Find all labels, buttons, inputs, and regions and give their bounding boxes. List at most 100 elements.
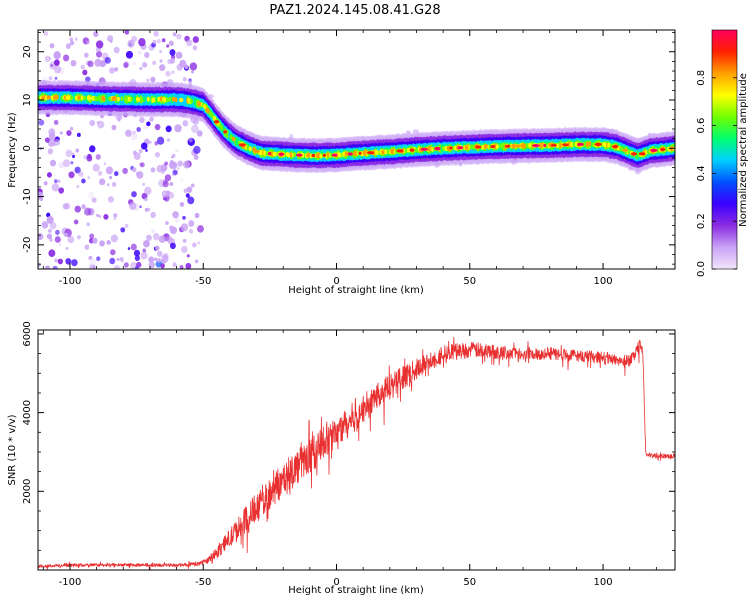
spectrogram-noise-cell (139, 116, 145, 123)
spectrogram-ridge-cell (289, 152, 293, 158)
spectrogram-ridge-cell (120, 96, 124, 102)
spectrogram-noise-cell (46, 172, 52, 178)
spectrogram-ridge-peak (254, 149, 260, 153)
spectrogram-noise-cell (52, 265, 58, 269)
spectrogram-ridge-cell (528, 142, 532, 148)
spectrogram-noise-cell (58, 242, 62, 247)
spectrogram-ridge-peak (490, 144, 496, 149)
spectrogram-noise-cell (139, 205, 142, 209)
spectrogram-noise-cell (87, 176, 91, 180)
spectrogram-ridge-peak (278, 152, 285, 156)
spectrogram-noise-cell (140, 142, 148, 150)
spectrogram-noise-cell (146, 121, 151, 127)
spectrogram-ridge-cell (219, 125, 224, 131)
spectrogram-noise-cell (131, 167, 137, 173)
spectrogram-noise-cell (122, 167, 128, 175)
spectrogram-noise-cell (107, 196, 114, 203)
spectrogram-noise-cell (140, 251, 148, 260)
spectrogram-noise-cell (62, 159, 71, 168)
spectrogram-ridge-peak (621, 148, 629, 152)
spectrogram-noise-cell (124, 223, 129, 229)
spectrogram-ridge-cell (116, 96, 120, 102)
spectrogram-noise-cell (133, 152, 141, 161)
spectrogram-noise-cell (49, 238, 53, 242)
spectrogram-noise-cell (97, 170, 103, 176)
spectrogram-ridge-peak (513, 144, 522, 148)
spectrogram-ridge-cell (203, 104, 207, 109)
spectrogram-noise-cell (43, 181, 48, 186)
spectrogram-noise-cell (169, 242, 176, 250)
spectrogram-noise-cell (174, 217, 180, 224)
spectrogram-noise-cell (87, 60, 94, 68)
spectrogram-noise-cell (144, 197, 148, 202)
spectrogram-ridge-peak (594, 142, 602, 146)
spectrogram-noise-cell (143, 240, 150, 248)
spectrogram-noise-cell (175, 51, 183, 59)
spectrogram-noise-cell (58, 187, 65, 194)
spectrogram-ridge-peak (475, 145, 482, 149)
snr-x-tick-label: 50 (463, 577, 476, 588)
spectrogram-noise-cell (77, 235, 81, 240)
spectrogram-noise-cell (175, 149, 179, 153)
spectrogram-noise-cell (86, 155, 93, 162)
snr-y-tick-label: 6000 (22, 321, 33, 346)
spectrogram-noise-cell (190, 183, 195, 188)
spectrogram-noise-cell (41, 221, 49, 229)
spectrogram-noise-cell (188, 137, 193, 143)
spectrogram-ridge-cell (627, 149, 631, 155)
spectrogram-noise-cell (80, 64, 86, 70)
spectrogram-noise-cell (139, 66, 143, 71)
spectrogram-noise-cell (109, 175, 113, 180)
spectrogram-ridge-peak (238, 143, 246, 147)
spectrogram-ridge-cell (130, 96, 134, 102)
spectrogram-ridge-cell (198, 101, 202, 107)
spectrogram-noise-cell (78, 171, 84, 177)
spectrogram-noise-cell (46, 216, 54, 224)
colorbar-tick-label: 0.6 (696, 118, 707, 134)
spectrogram-noise-cell (182, 238, 187, 243)
spectrogram-ridge-cell (60, 95, 64, 101)
spectrogram-noise-cell (154, 123, 161, 131)
spectrogram-noise-cell (180, 178, 184, 182)
spectrogram-noise-cell (86, 222, 90, 227)
spectrogram-noise-cell (76, 185, 80, 189)
spectrogram-ridge-peak (543, 143, 547, 148)
spectrogram-noise-cell (189, 62, 198, 71)
spectrogram-ridge-cell (139, 95, 143, 104)
spectrogram-noise-cell (131, 191, 137, 198)
spectrogram-ridge-cell (603, 142, 607, 148)
spectrogram-noise-cell (113, 217, 117, 221)
spectrogram-noise-cell (81, 178, 86, 184)
spectrogram-noise-cell (57, 179, 61, 183)
spectrogram-ridge-cell (609, 143, 613, 149)
spectrogram-noise-cell (92, 237, 98, 244)
spectrogram-noise-cell (71, 259, 78, 267)
spectrogram-ridge-cell (287, 152, 291, 158)
spectrogram-noise-cell (49, 221, 57, 230)
spectrogram-ridge-peak (396, 149, 404, 153)
spectrogram-noise-cell (65, 149, 73, 158)
spectrogram-noise-cell (185, 262, 192, 269)
spectrogram-noise-cell (134, 266, 139, 269)
spectrogram-noise-cell (65, 246, 69, 250)
spectrogram-noise-cell (127, 39, 135, 48)
spectrogram-noise-cell (172, 262, 177, 267)
spectrogram-noise-cell (83, 155, 88, 160)
colorbar-tick-label: 0.0 (696, 261, 707, 277)
spectrogram-ridge-cell (273, 151, 278, 157)
spectrogram-noise-cell (159, 59, 163, 63)
spectrogram-noise-cell (86, 40, 90, 45)
spectrogram-noise-cell (132, 61, 137, 66)
spectrogram-noise-cell (164, 161, 168, 166)
spectrogram-x-tick-label: -50 (195, 276, 211, 287)
spectrogram-ridge-peak (223, 130, 228, 134)
colorbar-tick-label: 0.2 (696, 213, 707, 229)
spectrogram-noise-cell (38, 234, 42, 241)
colorbar-frame (711, 29, 738, 270)
spectrogram-noise-cell (188, 80, 192, 85)
spectrogram-noise-cell (159, 64, 166, 72)
spectrogram-ridge-cell (499, 143, 503, 149)
spectrogram-ridge-cell (174, 97, 178, 102)
spectrogram-noise-cell (125, 50, 134, 59)
spectrogram-ridge-cell (319, 153, 323, 159)
